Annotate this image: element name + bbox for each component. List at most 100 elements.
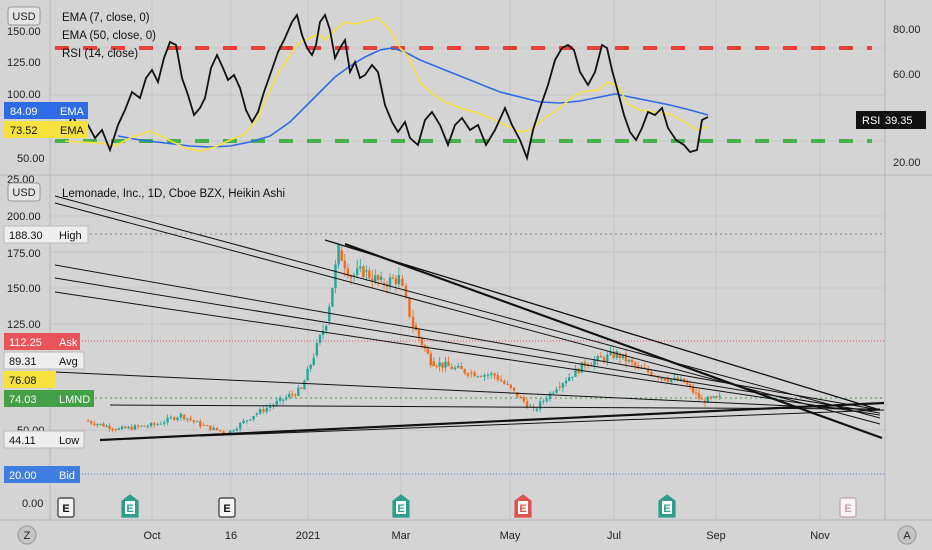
earnings-marker[interactable]: E [514,494,532,518]
auto-scale-button[interactable]: A [897,525,917,545]
earnings-marker[interactable]: E [658,494,676,518]
rsi-axis-tick: 60.00 [893,69,921,81]
candle-body [621,354,625,359]
trend-lines[interactable] [54,195,885,442]
candle-body [624,354,628,362]
candle-body [470,372,473,374]
candle-body [486,374,490,376]
candle-body [509,384,513,388]
candle-body [596,356,599,361]
earnings-marker[interactable]: E [839,497,857,518]
last-price-tag: 76.08 [4,371,56,388]
candle-body [404,285,408,298]
earnings-marker[interactable]: E [121,494,139,518]
candle-body [571,376,574,378]
trend-line[interactable] [324,239,881,411]
candle-body [646,368,650,373]
earnings-marker-label: E [844,503,851,515]
candle-body [694,392,698,394]
candle-body [205,425,209,427]
earnings-marker[interactable]: E [392,494,410,518]
candle-body [599,356,603,358]
candle-body [359,266,362,269]
candle-body [159,423,163,425]
svg-text:LMND: LMND [59,394,90,406]
legend-ema-fast[interactable]: EMA (7, close, 0) [62,12,150,24]
ema-fast-tag: 73.52 EMA [4,121,88,138]
legend-ema-slow[interactable]: EMA (50, close, 0) [62,30,156,42]
main-currency-badge[interactable] [7,182,41,202]
price-y-tick: 175.00 [7,248,41,260]
candle-body [663,378,666,381]
candle-body [337,244,340,265]
candle-body [394,278,398,285]
candle-body [130,426,133,430]
candle-body [618,353,622,359]
candle-body [352,274,356,276]
candle-body [124,426,127,429]
top-y-tick: 100.00 [7,89,41,101]
rsi-axis-tick: 80.00 [893,24,921,36]
candle-body [650,372,653,376]
svg-text:44.11: 44.11 [9,435,36,447]
x-axis[interactable]: Oct 16 2021 Mar May Jul Sep Nov [143,530,830,542]
candle-body [368,270,371,279]
legend-rsi[interactable]: RSI (14, close) [62,48,138,60]
candle-body [324,325,328,331]
candle-body [709,396,712,398]
candle-body [676,377,679,381]
price-y-tick: 0.00 [22,498,43,510]
trend-line[interactable] [54,264,881,411]
support-line-major[interactable] [99,401,885,442]
candle-body [441,362,444,368]
candle-body [281,399,285,401]
candle-body [376,275,380,280]
candle-body [300,387,303,389]
svg-text:Ask: Ask [59,337,78,349]
trend-line[interactable] [54,195,881,419]
symbol-title[interactable]: Lemonade, Inc., 1D, Cboe BZX, Heikin Ash… [62,188,285,200]
candle-body [391,277,395,279]
top-left-axis[interactable]: 150.00 125.00 100.00 50.00 25.00 [7,26,45,186]
candle-body [120,426,124,430]
candle-body [268,406,272,408]
candle-body [555,389,558,393]
main-left-axis[interactable]: 200.00 175.00 150.00 125.00 50.00 0.00 [7,211,45,510]
high-tag: 188.30 High [3,225,89,244]
candle-body [334,264,337,288]
trend-line-major[interactable] [344,242,883,440]
earnings-marker[interactable]: E [218,497,236,518]
trend-line[interactable] [54,371,881,411]
svg-text:High: High [59,230,82,242]
candle-body [552,392,555,394]
trend-line[interactable] [54,291,881,416]
timezone-button[interactable]: Z [17,525,37,545]
candle-body [496,375,500,380]
candle-body [593,360,596,366]
indicator-pane[interactable] [55,12,872,162]
price-y-tick: 200.00 [7,211,41,223]
top-right-axis[interactable]: 80.00 60.00 20.00 [893,24,921,169]
candle-body [700,398,704,400]
price-pane[interactable] [54,195,885,475]
candle-body [102,423,105,427]
candle-body [483,374,486,377]
candle-body [235,428,239,431]
candle-body [176,417,179,420]
rsi-line [64,12,709,162]
svg-text:A: A [903,530,911,542]
candle-body [374,275,377,282]
support-line[interactable] [199,409,885,437]
candle-body [255,413,259,415]
candle-body [318,335,322,343]
candle-body [166,417,169,423]
svg-text:Bid: Bid [59,470,75,482]
earnings-marker[interactable]: E [57,497,75,518]
trend-line[interactable] [54,277,881,414]
candle-body [718,395,721,397]
x-tick: Mar [392,530,411,542]
candle-body [99,423,102,425]
candle-body [420,337,424,346]
top-currency-badge[interactable] [7,6,41,26]
